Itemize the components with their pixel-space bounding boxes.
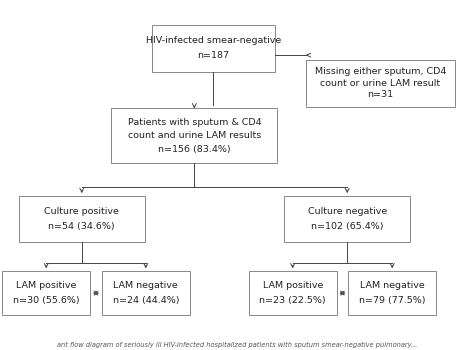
FancyBboxPatch shape [152,25,275,72]
Text: count and urine LAM results: count and urine LAM results [128,131,261,140]
Text: n=187: n=187 [197,51,229,61]
FancyBboxPatch shape [2,271,90,315]
Text: Missing either sputum, CD4: Missing either sputum, CD4 [315,67,446,76]
Text: n=79 (77.5%): n=79 (77.5%) [359,296,426,305]
Text: n=23 (22.5%): n=23 (22.5%) [259,296,326,305]
FancyBboxPatch shape [348,271,436,315]
Text: n=30 (55.6%): n=30 (55.6%) [13,296,80,305]
Text: Culture positive: Culture positive [45,206,119,216]
Text: LAM negative: LAM negative [360,281,425,290]
Text: n=156 (83.4%): n=156 (83.4%) [158,145,231,154]
FancyBboxPatch shape [102,271,190,315]
FancyBboxPatch shape [249,271,337,315]
Text: n=54 (34.6%): n=54 (34.6%) [48,222,115,231]
Text: Culture negative: Culture negative [308,206,387,216]
FancyBboxPatch shape [19,196,145,242]
Text: ant flow diagram of seriously ill HIV-infected hospitalized patients with sputum: ant flow diagram of seriously ill HIV-in… [57,342,417,348]
Text: LAM positive: LAM positive [16,281,76,290]
Text: LAM positive: LAM positive [263,281,323,290]
FancyBboxPatch shape [284,196,410,242]
FancyBboxPatch shape [111,108,277,163]
Text: count or urine LAM result: count or urine LAM result [320,79,440,88]
Text: LAM negative: LAM negative [113,281,178,290]
Text: n=24 (44.4%): n=24 (44.4%) [112,296,179,305]
Text: HIV-infected smear-negative: HIV-infected smear-negative [146,36,281,45]
Text: n=31: n=31 [367,90,393,99]
Text: n=102 (65.4%): n=102 (65.4%) [311,222,383,231]
FancyBboxPatch shape [306,60,455,107]
Text: Patients with sputum & CD4: Patients with sputum & CD4 [128,118,261,127]
